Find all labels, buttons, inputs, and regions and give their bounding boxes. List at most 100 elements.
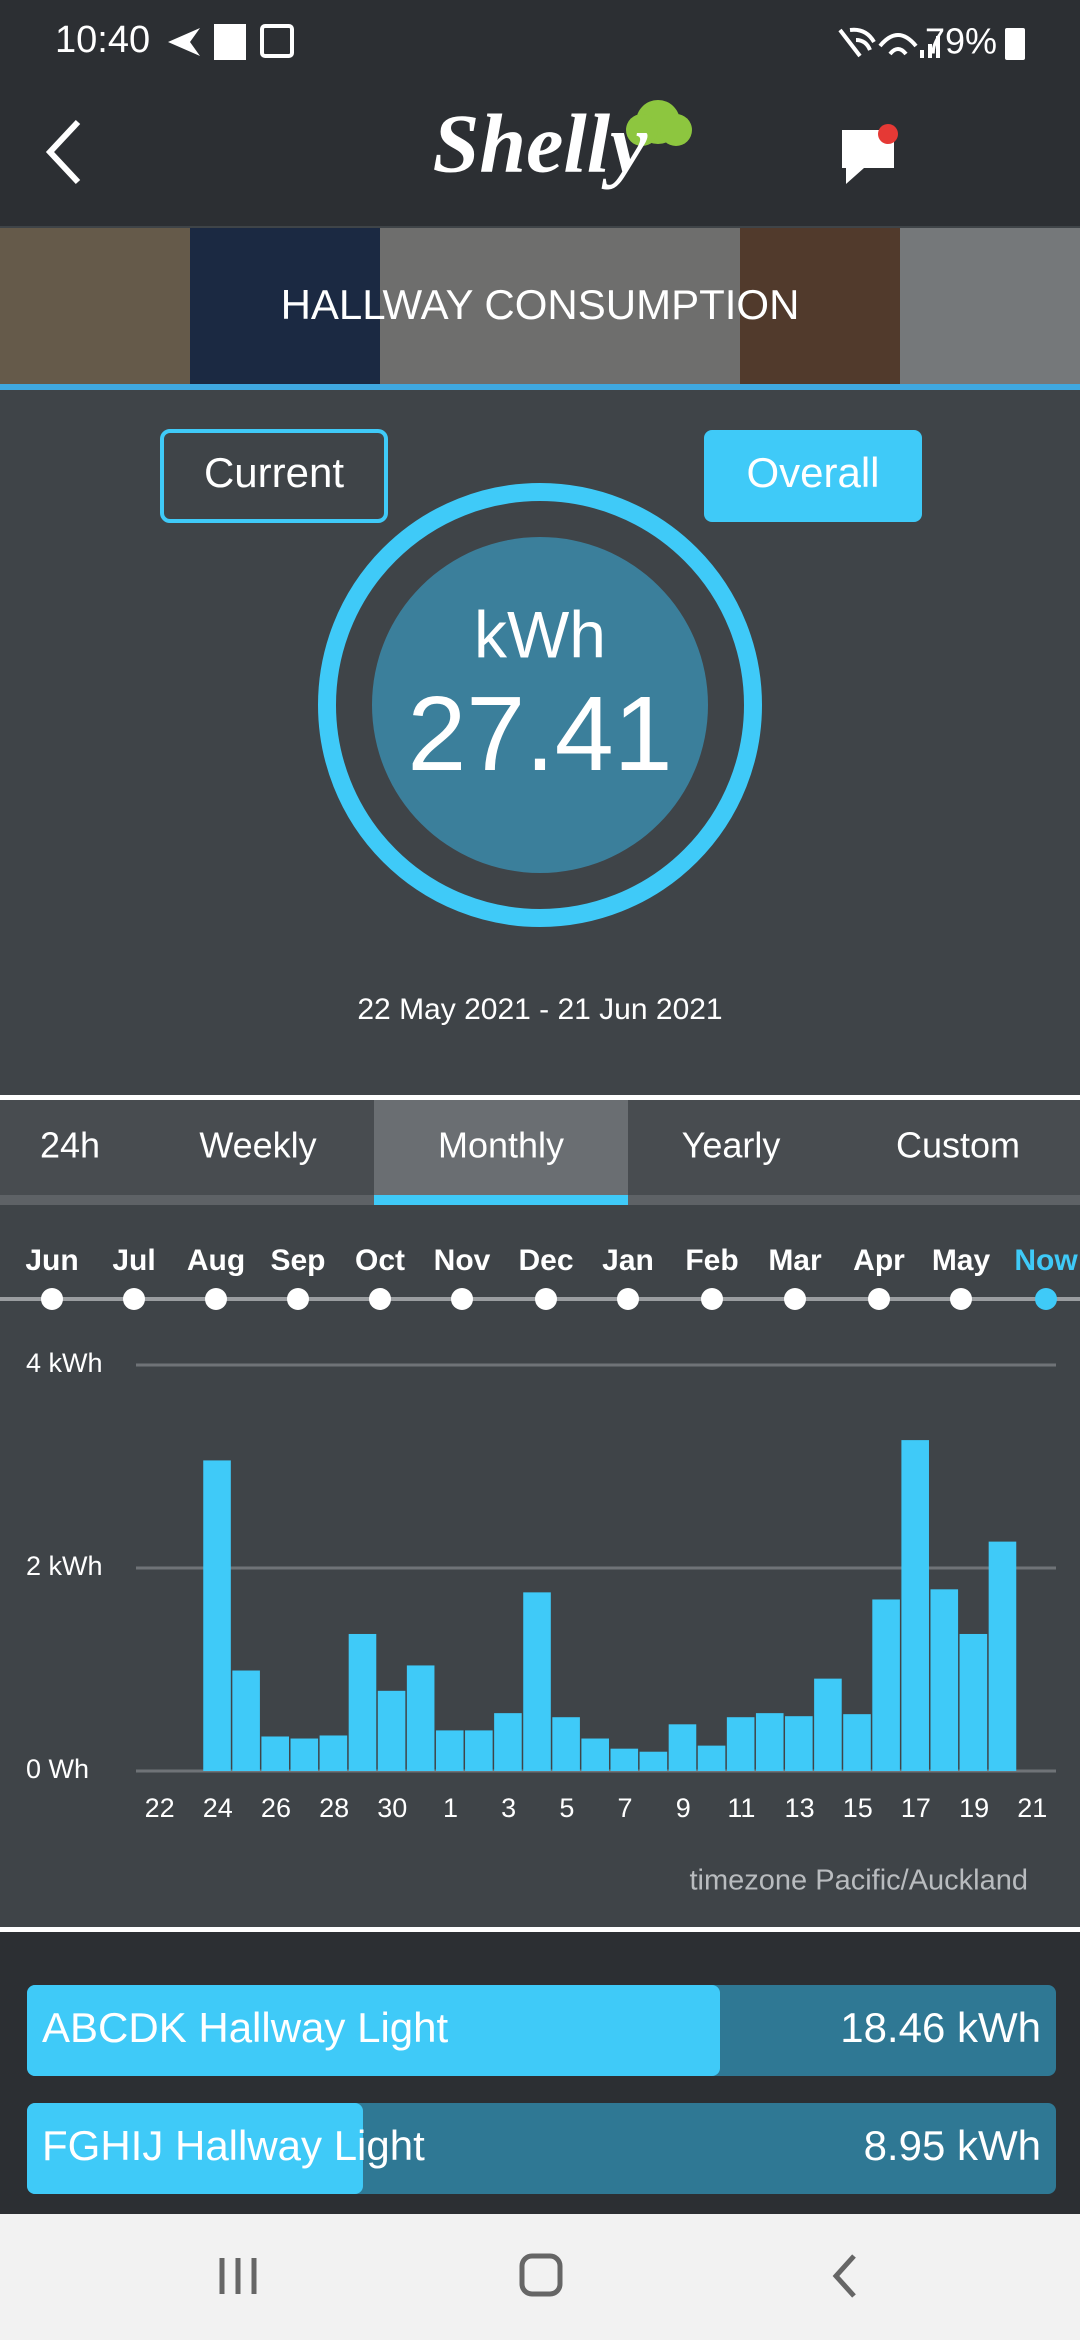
month-label[interactable]: Apr [853, 1244, 905, 1277]
month-dot[interactable] [950, 1288, 972, 1310]
month-label[interactable]: Aug [187, 1244, 245, 1277]
total-disc [372, 537, 708, 873]
bar [290, 1738, 319, 1771]
overall-button[interactable] [704, 430, 922, 522]
bar [203, 1460, 231, 1771]
month-label[interactable]: Mar [768, 1244, 822, 1277]
bar [581, 1738, 609, 1771]
notification-dot [878, 124, 898, 144]
x-tick-label: 28 [319, 1793, 349, 1823]
chat-button[interactable] [842, 130, 894, 184]
x-tick-label: 11 [727, 1793, 755, 1823]
total-unit: kWh [474, 597, 606, 671]
logo: Shelly [433, 97, 648, 190]
month-dot[interactable] [205, 1288, 227, 1310]
month-dot[interactable] [535, 1288, 557, 1310]
month-now-label[interactable]: Now [1014, 1244, 1078, 1277]
x-tick-label: 24 [203, 1793, 233, 1823]
nav-bar [0, 2214, 1080, 2340]
x-tick-label: 26 [261, 1793, 291, 1823]
total-ring [318, 483, 762, 927]
tab[interactable]: 24h [40, 1125, 100, 1166]
device-value: 8.95 kWh [864, 2122, 1041, 2169]
month-label[interactable]: Oct [355, 1244, 405, 1277]
tab[interactable]: Custom [896, 1125, 1020, 1166]
device-share-bar [27, 2103, 363, 2194]
current-button[interactable] [160, 429, 388, 523]
bar [523, 1592, 551, 1771]
tab[interactable]: Yearly [682, 1125, 781, 1166]
month-label[interactable]: Jan [602, 1244, 654, 1277]
back-nav-button[interactable] [832, 2254, 856, 2298]
page-title: HALLWAY CONSUMPTION [281, 281, 800, 328]
x-tick-label: 1 [443, 1793, 458, 1823]
bar [814, 1678, 842, 1771]
month-label[interactable]: Jun [25, 1244, 78, 1277]
month-label[interactable]: May [932, 1244, 991, 1277]
status-icon [168, 28, 200, 56]
current-label[interactable]: Current [204, 449, 344, 496]
y-tick-label: 2 kWh [26, 1551, 103, 1581]
month-dot[interactable] [41, 1288, 63, 1310]
bar [610, 1748, 639, 1771]
status-icon [214, 24, 246, 60]
month-dot[interactable] [701, 1288, 723, 1310]
month-dot[interactable] [617, 1288, 639, 1310]
month-dot[interactable] [369, 1288, 391, 1310]
bar [465, 1730, 493, 1771]
back-button[interactable] [45, 119, 81, 185]
banner-photo [740, 228, 900, 386]
x-tick-label: 19 [959, 1793, 989, 1823]
device-name: ABCDK Hallway Light [42, 2004, 448, 2051]
bar [406, 1665, 435, 1771]
month-label[interactable]: Dec [518, 1244, 573, 1277]
home-button[interactable] [519, 2253, 563, 2297]
bar [843, 1714, 871, 1771]
month-dot[interactable] [868, 1288, 890, 1310]
month-label[interactable]: Feb [685, 1244, 738, 1277]
device-share-bar [27, 1985, 721, 2076]
bar [668, 1724, 697, 1771]
month-label[interactable]: Jul [112, 1244, 155, 1277]
bar [872, 1599, 900, 1771]
banner-photo [380, 228, 740, 386]
month-dot[interactable] [451, 1288, 473, 1310]
bar [697, 1745, 726, 1771]
divider [0, 1095, 1080, 1100]
bar [261, 1736, 290, 1771]
month-dot[interactable] [287, 1288, 309, 1310]
tab[interactable]: Weekly [199, 1125, 316, 1166]
status-icon [838, 27, 876, 58]
month-label[interactable]: Sep [270, 1244, 325, 1277]
overall-label[interactable]: Overall [746, 449, 879, 496]
month-now-dot[interactable] [1035, 1288, 1057, 1310]
battery-icon [1005, 28, 1025, 60]
status-icon [260, 24, 294, 58]
status-time: 10:40 [55, 19, 150, 61]
month-dot[interactable] [784, 1288, 806, 1310]
y-tick-label: 4 kWh [26, 1348, 103, 1378]
x-tick-label: 15 [843, 1793, 873, 1823]
tab-selected-bg [374, 1100, 628, 1195]
bar [726, 1717, 755, 1771]
banner-photo [900, 228, 1080, 386]
wifi-icon [878, 33, 918, 56]
month-label[interactable]: Nov [434, 1244, 491, 1277]
period: 22 May 2021 - 21 Jun 2021 [357, 993, 722, 1026]
bar [232, 1670, 260, 1771]
device-name: FGHIJ Hallway Light [42, 2122, 425, 2169]
bar [319, 1735, 348, 1771]
status-battery: 79% [925, 21, 997, 62]
bar [552, 1717, 580, 1771]
recent-apps-button[interactable] [219, 2258, 257, 2294]
logo-cloud [626, 114, 658, 146]
tab[interactable]: Monthly [438, 1125, 564, 1166]
x-tick-label: 7 [618, 1793, 633, 1823]
bar [959, 1633, 988, 1771]
timezone-note: timezone Pacific/Auckland [690, 1865, 1029, 1897]
bar [494, 1713, 522, 1771]
month-dot[interactable] [123, 1288, 145, 1310]
banner-photo [190, 228, 380, 386]
